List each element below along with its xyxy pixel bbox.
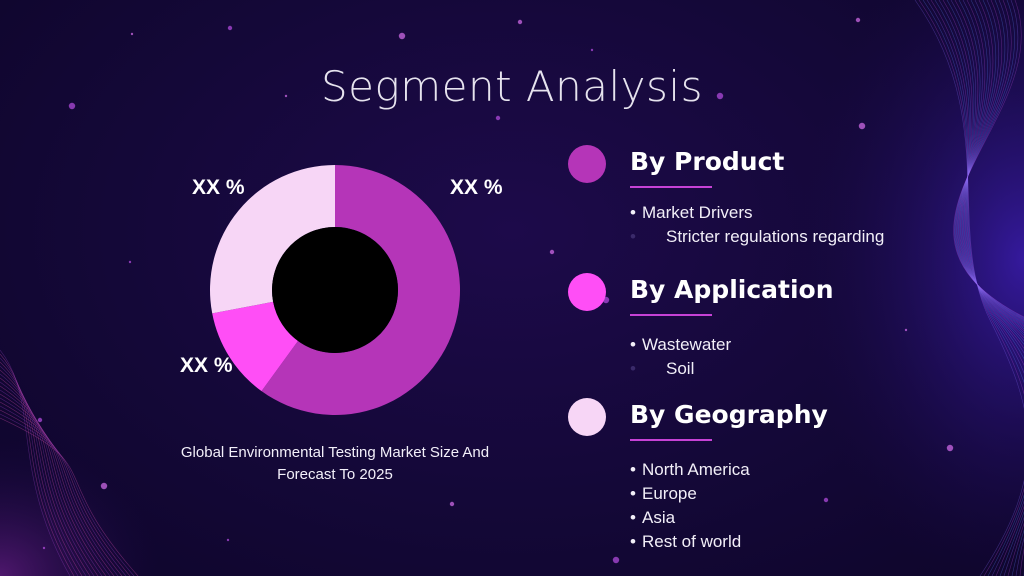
slide-title: Segment Analysis [321, 62, 703, 111]
list-item: • Asia [630, 506, 750, 530]
donut-hole [272, 227, 398, 353]
list-item-text: Rest of world [642, 532, 742, 551]
list-item: • Market Drivers [630, 201, 884, 225]
segment-dot-icon [568, 145, 606, 183]
list-item-text: Asia [642, 508, 676, 527]
list-item: • Soil [630, 357, 731, 381]
slice-data-label: XX % [180, 354, 233, 377]
list-item-text: Soil [666, 359, 695, 378]
list-item-text: Stricter regulations regarding [666, 227, 885, 246]
segment-title: By Geography [630, 400, 828, 429]
segment-title: By Product [630, 147, 785, 176]
segment-dot-icon [568, 273, 606, 311]
donut-slice [210, 165, 335, 314]
segment-list: • Market Drivers • Stricter regulations reg… [630, 201, 884, 249]
bullet-icon: • [630, 532, 636, 551]
bullet-icon: • [630, 460, 636, 479]
slice-data-label: XX % [450, 176, 503, 199]
bullet-icon: • [630, 335, 636, 354]
list-item-text: Europe [642, 484, 697, 503]
segment-title: By Application [630, 275, 834, 304]
segment-underline [630, 314, 712, 316]
list-item: • Stricter regulations regarding [630, 225, 884, 249]
list-item-text: Market Drivers [642, 203, 753, 222]
bullet-icon: • [630, 227, 636, 246]
bullet-icon: • [630, 484, 636, 503]
slice-data-label: XX % [192, 176, 245, 199]
donut-slice [212, 301, 298, 392]
segment-underline [630, 439, 712, 441]
segment-list: • North America • Europe • Asia • Rest of world [630, 458, 750, 554]
list-item-text: North America [642, 460, 750, 479]
chart-caption: Global Environmental Testing Market Size… [180, 444, 490, 483]
donut-slice [261, 165, 460, 415]
segment-underline [630, 186, 712, 188]
bullet-icon: • [630, 203, 636, 222]
segment-dot-icon [568, 398, 606, 436]
bullet-icon: • [630, 508, 636, 527]
list-item: • Europe [630, 482, 750, 506]
donut-chart: XX % XX % XX % [180, 165, 503, 415]
list-item: • Wastewater [630, 333, 731, 357]
list-item: • Rest of world [630, 530, 750, 554]
list-item: • North America [630, 458, 750, 482]
segment-list: • Wastewater • Soil [630, 333, 731, 381]
bullet-icon: • [630, 359, 636, 378]
list-item-text: Wastewater [642, 335, 732, 354]
